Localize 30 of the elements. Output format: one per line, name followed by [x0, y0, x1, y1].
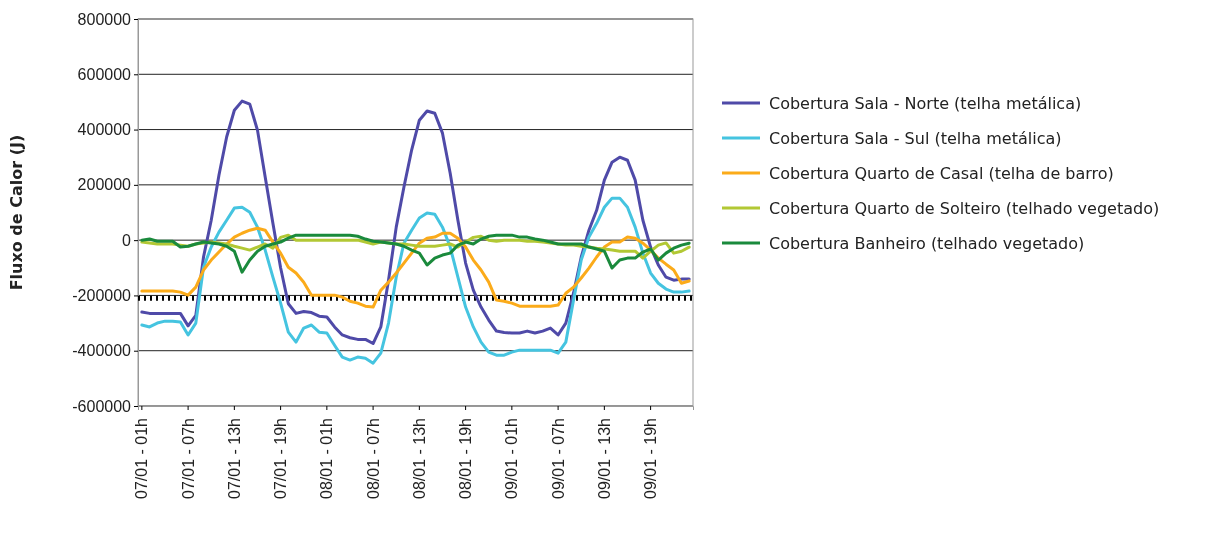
- x-tick-label: 07/01 - 19h: [272, 418, 290, 499]
- legend-label: Cobertura Quarto de Casal (telha de barro): [769, 164, 1114, 183]
- y-tick-label: -200000: [72, 287, 132, 305]
- line-series: [140, 196, 691, 365]
- y-axis-title: Fluxo de Calor (J): [7, 134, 26, 291]
- line-series: [140, 226, 691, 309]
- y-tick-label: 800000: [77, 10, 132, 28]
- y-tick-label: -400000: [72, 342, 132, 360]
- x-tick-label: 08/01 - 07h: [364, 418, 382, 499]
- legend-label: Cobertura Sala - Norte (telha metálica): [769, 94, 1082, 113]
- x-tick-label: 09/01 - 13h: [595, 418, 613, 499]
- y-tick-label: 200000: [77, 176, 132, 194]
- x-tick-label: 08/01 - 19h: [457, 418, 475, 499]
- x-tick-label: 07/01 - 07h: [179, 418, 197, 499]
- line-series: [140, 99, 691, 346]
- legend-label: Cobertura Quarto de Solteiro (telhado vegetado): [769, 199, 1160, 218]
- x-tick-label: 09/01 - 01h: [503, 418, 521, 499]
- y-tick-label: -600000: [72, 397, 132, 415]
- x-tick-label: 07/01 - 01h: [133, 418, 151, 499]
- y-tick-label: 600000: [77, 65, 132, 83]
- line-series: [140, 233, 691, 274]
- x-tick-label: 08/01 - 01h: [318, 418, 336, 499]
- x-tick-label: 09/01 - 07h: [549, 418, 567, 499]
- y-tick-label: 400000: [77, 121, 132, 139]
- x-tick-label: 08/01 - 13h: [410, 418, 428, 499]
- legend-label: Cobertura Banheiro (telhado vegetado): [769, 234, 1085, 253]
- legend-label: Cobertura Sala - Sul (telha metálica): [769, 129, 1062, 148]
- x-tick-label: 07/01 - 13h: [225, 418, 243, 499]
- y-tick-label: 0: [122, 231, 132, 249]
- x-tick-label: 09/01 - 19h: [642, 418, 660, 499]
